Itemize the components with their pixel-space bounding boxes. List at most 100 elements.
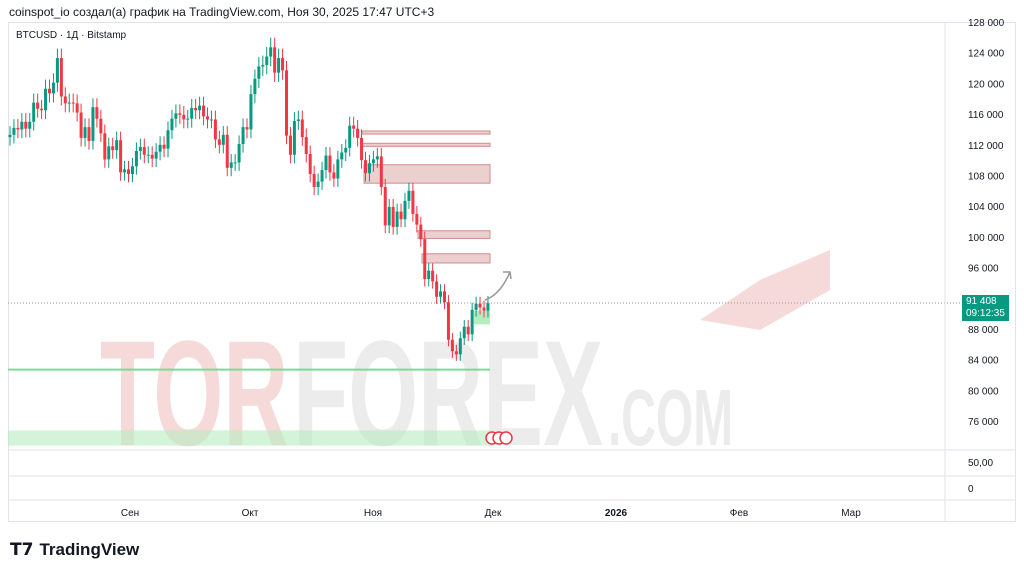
tradingview-logo[interactable]: 𝗧𝟳 TradingView (10, 540, 139, 560)
price-tick: 112 000 (968, 141, 1004, 152)
last-price-label: 91 408 09:12:35 (962, 295, 1009, 321)
watermark-com: .COM (608, 372, 733, 462)
green-band (8, 430, 490, 446)
candle-body (312, 173, 316, 188)
candle-body (292, 121, 296, 155)
candle-body (138, 147, 142, 151)
price-tick: 80 000 (968, 386, 999, 397)
candle-body (454, 351, 458, 355)
candle-body (367, 163, 371, 174)
candle-body (269, 47, 273, 57)
candle-body (48, 88, 51, 94)
symbol-info: BTCUSD · 1Д · Bitstamp (16, 30, 127, 41)
candle-body (427, 270, 431, 280)
candle-body (182, 114, 186, 120)
candle-body (150, 154, 154, 159)
supply-zone (363, 164, 491, 184)
bar-countdown: 09:12:35 (966, 308, 1005, 319)
chart-attribution: coinspot_io создал(а) график на TradingV… (9, 5, 435, 19)
candle-body (364, 160, 367, 174)
watermark-tor: TOR (100, 310, 288, 477)
candle-body (399, 211, 403, 220)
chart-frame (8, 22, 1016, 522)
candle-body (332, 172, 336, 179)
candle-body (32, 102, 36, 122)
candle-body (154, 151, 158, 159)
indicator-tick: 0 (968, 484, 974, 495)
candle-body (28, 121, 32, 129)
candle-body (225, 134, 229, 168)
candle-body (67, 102, 71, 104)
candle-body (221, 134, 225, 145)
candle-body (75, 103, 79, 113)
candle-body (446, 302, 450, 340)
candle-body (213, 119, 217, 140)
candle-body (63, 96, 67, 104)
projection-arrow-icon (484, 271, 512, 301)
candle-body (371, 159, 375, 164)
candle-body (308, 154, 312, 174)
price-tick: 84 000 (968, 356, 999, 367)
candle-body (103, 133, 107, 160)
supply-zone (361, 142, 491, 147)
watermark: TORFOREX.COM (100, 310, 733, 477)
candle-body (474, 303, 478, 310)
candle-body (304, 137, 308, 155)
candle-body (91, 107, 95, 141)
candle-body (443, 291, 446, 303)
supply-zone (417, 230, 491, 239)
candle-body (383, 187, 387, 226)
candle-body (107, 146, 111, 160)
last-price: 91 408 (966, 296, 997, 307)
time-tick: Окт (242, 508, 259, 519)
candle-body (20, 121, 24, 130)
candle-body (348, 125, 352, 148)
candle-body (190, 107, 194, 119)
candle-body (261, 64, 265, 67)
candle-body (44, 88, 48, 111)
candle-body (170, 118, 174, 131)
price-tick: 124 000 (968, 49, 1005, 60)
candle-body (8, 134, 12, 138)
candle-body (12, 127, 16, 135)
candle-body (178, 113, 182, 115)
candle-body (59, 58, 63, 97)
candle-body (51, 82, 55, 94)
candle-body (146, 154, 150, 156)
price-tick: 128 000 (968, 18, 1005, 29)
candle-body (194, 107, 198, 111)
candle-body (395, 211, 399, 227)
candle-body (55, 58, 59, 83)
event-flag-icon (499, 431, 513, 445)
candle-body (162, 144, 166, 149)
candle-body (134, 150, 138, 167)
candle-body (352, 125, 356, 129)
candle-body (486, 302, 490, 311)
candle-body (344, 147, 348, 153)
candle-body (439, 291, 443, 297)
candle-body (288, 135, 292, 155)
price-tick: 116 000 (968, 110, 1004, 121)
demand-zone (474, 310, 490, 325)
candle-body (198, 105, 202, 111)
candle-body (324, 155, 328, 171)
candle-body (375, 156, 379, 160)
candle-body (336, 159, 340, 179)
candle-body (478, 303, 482, 308)
time-tick: 2026 (605, 508, 628, 519)
candle-body (403, 200, 407, 220)
candle-body (249, 94, 253, 130)
price-tick: 104 000 (968, 202, 1005, 213)
time-tick: Ноя (364, 508, 382, 519)
candle-body (482, 307, 486, 311)
candle-body (450, 339, 454, 352)
candle-body (328, 155, 332, 173)
candle-body (320, 170, 324, 182)
candle-body (233, 162, 237, 164)
price-tick: 120 000 (968, 79, 1005, 90)
candle-body (466, 326, 470, 335)
candle-body (245, 127, 249, 130)
candle-body (36, 102, 40, 109)
candle-body (83, 127, 87, 138)
